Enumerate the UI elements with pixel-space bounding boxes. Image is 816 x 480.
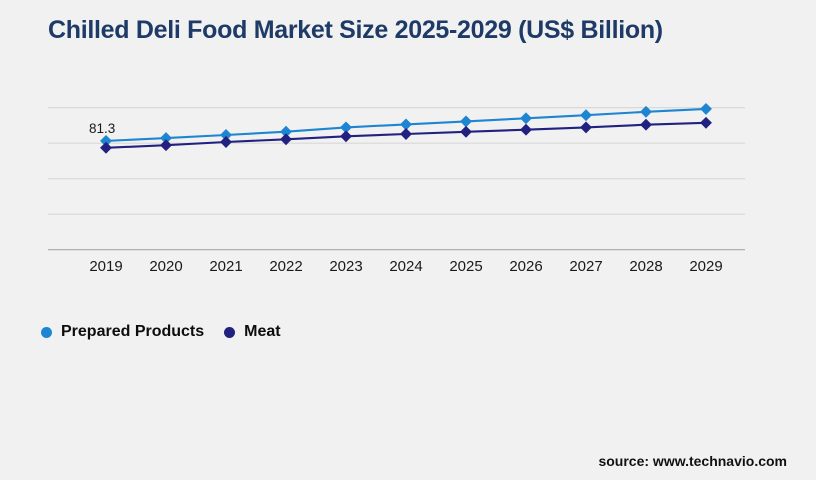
data-point-marker-meat	[700, 116, 712, 129]
source-note: source: www.technavio.com	[598, 453, 787, 469]
chart-legend: Prepared Products Meat	[41, 323, 281, 341]
legend-label: Meat	[244, 323, 281, 340]
data-point-marker-meat	[640, 118, 652, 131]
x-tick-label: 2025	[449, 258, 482, 275]
x-tick-label: 2028	[629, 258, 662, 275]
x-tick-label: 2020	[149, 258, 182, 275]
data-point-marker-prepared-products	[700, 102, 712, 115]
data-point-marker-meat	[400, 128, 412, 140]
legend-item-prepared-products: Prepared Products	[41, 323, 204, 341]
data-point-label: 81.3	[89, 121, 115, 136]
data-point-marker-meat	[580, 121, 592, 134]
x-tick-label: 2027	[569, 258, 602, 275]
x-tick-label: 2024	[389, 258, 422, 275]
legend-dot-icon	[224, 326, 236, 338]
legend-label: Prepared Products	[61, 323, 205, 340]
x-tick-label: 2029	[689, 258, 722, 275]
data-point-marker-meat	[460, 125, 472, 138]
data-point-marker-meat	[340, 130, 352, 143]
x-tick-label: 2019	[89, 258, 122, 275]
x-tick-label: 2023	[329, 258, 362, 275]
x-tick-label: 2021	[209, 258, 242, 275]
data-point-marker-prepared-products	[520, 112, 532, 125]
data-point-marker-meat	[160, 139, 172, 152]
chart-title: Chilled Deli Food Market Size 2025-2029 …	[48, 16, 663, 44]
data-point-marker-meat	[520, 123, 532, 136]
data-point-marker-meat	[220, 136, 232, 148]
x-tick-label: 2022	[269, 258, 302, 275]
legend-item-meat: Meat	[224, 323, 281, 341]
data-point-marker-prepared-products	[580, 109, 592, 122]
data-point-marker-prepared-products	[460, 115, 472, 128]
x-tick-label: 2026	[509, 258, 542, 275]
legend-dot-icon	[41, 326, 52, 338]
